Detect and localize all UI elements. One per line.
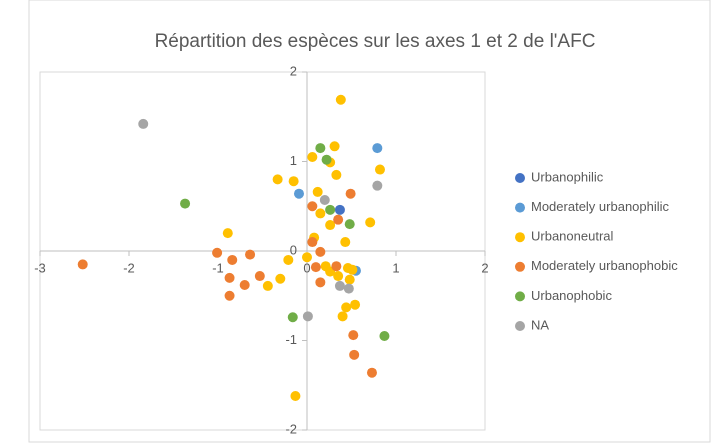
legend-marker [515,321,525,331]
point [340,237,351,248]
point [312,186,323,197]
point [321,154,332,165]
point [315,246,326,257]
legend-label: Urbanoneutral [531,229,613,244]
point [315,143,326,154]
point [325,220,336,231]
point [288,176,299,187]
point [272,174,283,185]
point [372,180,383,191]
point [245,249,256,260]
point [310,262,321,273]
point [315,277,326,288]
point [224,272,235,283]
point [374,164,385,175]
point [348,330,359,341]
point [347,264,358,275]
x-tick-label: -3 [34,260,46,275]
point [283,254,294,265]
point [372,143,383,154]
point [262,280,273,291]
point [138,118,149,129]
legend-label: Moderately urbanophilic [531,199,670,214]
point [341,302,352,313]
x-tick-label: -2 [123,260,135,275]
point [307,237,318,248]
point [212,247,223,258]
legend-marker [515,261,525,272]
point [307,201,318,212]
point [77,259,88,270]
point [345,188,356,199]
legend-marker [515,173,525,183]
x-tick-label: 0 [303,260,310,275]
y-tick-label: 0 [290,242,297,257]
point [337,311,348,322]
point [224,290,235,301]
point [275,273,286,284]
point [335,94,346,105]
point [239,280,250,291]
point [365,217,376,228]
point [331,261,342,272]
point [290,390,301,401]
point [344,274,355,285]
y-tick-label: -2 [285,421,297,436]
point [333,214,344,225]
legend-label: NA [531,317,549,332]
point [366,367,377,378]
point [350,299,361,310]
x-tick-label: 2 [481,260,488,275]
y-tick-label: -1 [285,332,297,347]
point [302,311,313,322]
point [344,219,355,230]
x-tick-label: -1 [212,260,224,275]
legend-label: Urbanophilic [531,169,604,184]
point [254,271,265,282]
legend-label: Urbanophobic [531,288,612,303]
point [319,194,330,205]
point [334,204,345,215]
legend-marker [515,232,525,243]
point [333,271,344,282]
legend-marker [515,202,525,213]
y-tick-label: 2 [290,63,297,78]
point [293,188,304,199]
point [227,254,238,265]
point [287,312,298,323]
point [379,331,390,342]
point [315,208,326,219]
point [307,152,318,163]
point [302,252,312,263]
legend-label: Moderately urbanophobic [531,258,678,273]
legend-marker [515,291,525,302]
point [222,228,233,239]
point [331,169,342,180]
y-tick-label: 1 [290,153,297,168]
point [334,280,345,291]
point [343,283,354,294]
chart-title: Répartition des espèces sur les axes 1 e… [155,31,596,52]
x-tick-label: 1 [392,260,399,275]
point [325,204,336,215]
point [180,198,191,209]
point [349,349,360,360]
point [329,141,340,152]
